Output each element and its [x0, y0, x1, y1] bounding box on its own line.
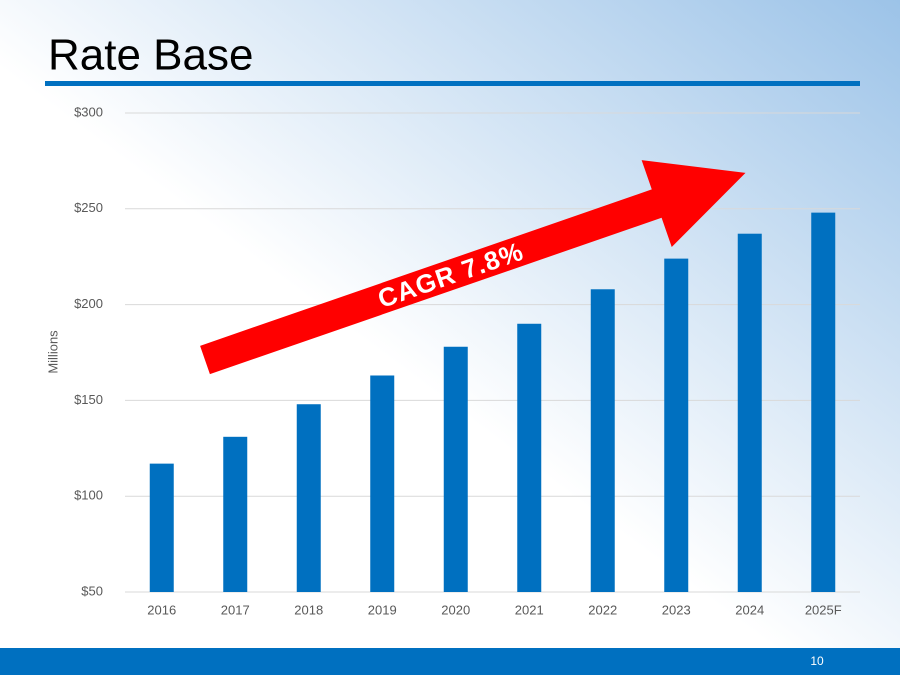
y-tick-label: $150 — [74, 392, 103, 407]
bar — [149, 463, 174, 592]
bar — [664, 258, 689, 592]
y-tick-label: $300 — [74, 104, 103, 119]
y-tick-label: $100 — [74, 488, 103, 503]
x-tick-label: 2024 — [735, 602, 764, 617]
plot-area: $50 $100 $150 $200 $250 $300 Millions 2016 2017 2… — [45, 104, 860, 617]
x-tick-label: 2018 — [294, 602, 323, 617]
x-tick-label: 2016 — [147, 602, 176, 617]
page-number: 10 — [810, 654, 824, 668]
x-tick-label: 2025F — [805, 602, 842, 617]
x-tick-label: 2020 — [441, 602, 470, 617]
x-tick-label: 2023 — [662, 602, 691, 617]
bar — [590, 289, 615, 592]
x-tick-label: 2017 — [221, 602, 250, 617]
x-tick-label: 2019 — [368, 602, 397, 617]
y-axis-label: Millions — [45, 330, 60, 374]
arrow-shape — [200, 160, 746, 375]
x-tick-label: 2021 — [515, 602, 544, 617]
bar — [811, 212, 836, 592]
y-tick-label: $250 — [74, 200, 103, 215]
bar — [370, 375, 395, 592]
bar — [517, 323, 542, 592]
y-tick-label: $200 — [74, 296, 103, 311]
bar — [223, 436, 248, 592]
x-tick-label: 2022 — [588, 602, 617, 617]
title-rule — [45, 81, 860, 86]
slide-title: Rate Base — [48, 31, 253, 80]
bar — [737, 233, 762, 592]
bar — [443, 346, 468, 592]
footer-bar — [0, 648, 900, 675]
bar — [296, 404, 321, 592]
y-tick-label: $50 — [81, 583, 103, 598]
